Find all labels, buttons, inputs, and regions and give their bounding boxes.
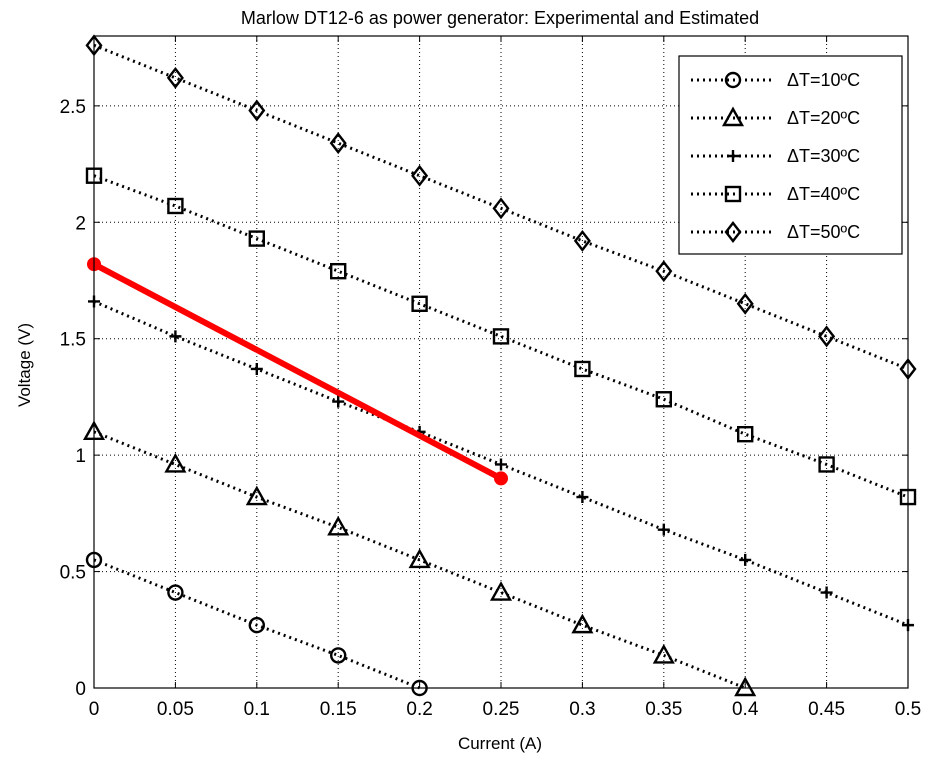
series-4 (85, 34, 917, 380)
series-line (93, 430, 746, 690)
x-tick-label: 0.35 (645, 699, 682, 720)
data-point (655, 260, 673, 283)
data-point (576, 491, 589, 504)
y-tick-label: 0.5 (60, 563, 86, 584)
data-point (574, 360, 591, 378)
data-point (167, 197, 184, 215)
data-point (245, 485, 268, 506)
data-point (167, 584, 184, 601)
data-point (248, 230, 266, 247)
series-1 (82, 420, 757, 697)
legend-label: ΔT=20ºC (787, 108, 860, 128)
data-point (573, 229, 591, 252)
x-tick-label: 0.2 (406, 699, 432, 720)
data-point (327, 515, 350, 536)
data-point (330, 262, 347, 280)
data-point (652, 643, 675, 664)
x-axis-title: Current (A) (458, 734, 542, 753)
data-point (248, 616, 265, 634)
y-tick-label: 0 (75, 679, 86, 700)
data-point (329, 132, 347, 155)
data-point (489, 581, 513, 601)
data-point (736, 292, 754, 315)
legend-marker (724, 221, 742, 243)
series-line (93, 174, 909, 499)
data-point (408, 548, 431, 569)
x-tick-label: 0.05 (157, 699, 194, 720)
x-tick-label: 0.3 (569, 699, 595, 720)
data-point (492, 197, 510, 220)
series-5 (87, 257, 508, 486)
legend: ΔT=10ºC ΔT=20ºC ΔT=30ºC ΔT=40ºC ΔT=50ºC (678, 55, 903, 255)
data-point (248, 99, 266, 122)
data-point (655, 391, 672, 408)
x-tick-label: 0.25 (483, 699, 520, 720)
data-point (330, 647, 347, 664)
data-point (411, 295, 428, 312)
legend-marker (724, 185, 742, 203)
data-point (657, 523, 670, 536)
y-axis-title: Voltage (V) (15, 323, 34, 407)
legend-marker (724, 71, 742, 89)
y-tick-label: 2.5 (60, 97, 86, 118)
x-tick-label: 0.45 (808, 699, 845, 720)
data-point (734, 676, 757, 697)
data-point (164, 453, 187, 473)
y-tick-label: 1 (75, 446, 86, 467)
data-point (820, 586, 833, 599)
data-point (737, 425, 754, 443)
x-tick-label: 0.5 (895, 699, 921, 720)
x-tick-label: 0.15 (320, 699, 357, 720)
data-point (166, 66, 184, 89)
series-0 (85, 551, 428, 697)
series-3 (85, 167, 917, 506)
x-tick-label: 0.1 (244, 699, 270, 720)
data-point (495, 458, 507, 471)
x-tick-label: 0 (89, 699, 100, 720)
data-point (818, 456, 835, 473)
legend-label: ΔT=40ºC (787, 184, 860, 204)
y-tick-label: 2 (75, 213, 86, 234)
series-line (93, 43, 909, 371)
data-point (818, 325, 836, 348)
tick-labels: 0 0.05 0.1 0.15 0.2 0.25 0.3 0.35 0.4 0.45 0.5 0 0.5… (60, 36, 921, 720)
data-point (411, 164, 429, 187)
legend-label: ΔT=50ºC (787, 222, 860, 242)
data-point (739, 553, 752, 566)
legend-marker (721, 106, 745, 127)
data-point (571, 613, 594, 634)
legend-label: ΔT=30ºC (787, 146, 860, 166)
chart-title: Marlow DT12-6 as power generator: Experi… (241, 8, 759, 28)
series-line (93, 558, 421, 690)
data-point (492, 328, 510, 345)
legend-label: ΔT=10ºC (787, 70, 860, 90)
data-point (250, 362, 263, 375)
y-tick-label: 1.5 (60, 330, 86, 351)
legend-marker (727, 150, 739, 162)
data-point (169, 330, 182, 343)
data-point (332, 395, 345, 408)
x-tick-label: 0.4 (732, 699, 759, 720)
series-line (91, 261, 504, 482)
data-point (494, 471, 508, 486)
